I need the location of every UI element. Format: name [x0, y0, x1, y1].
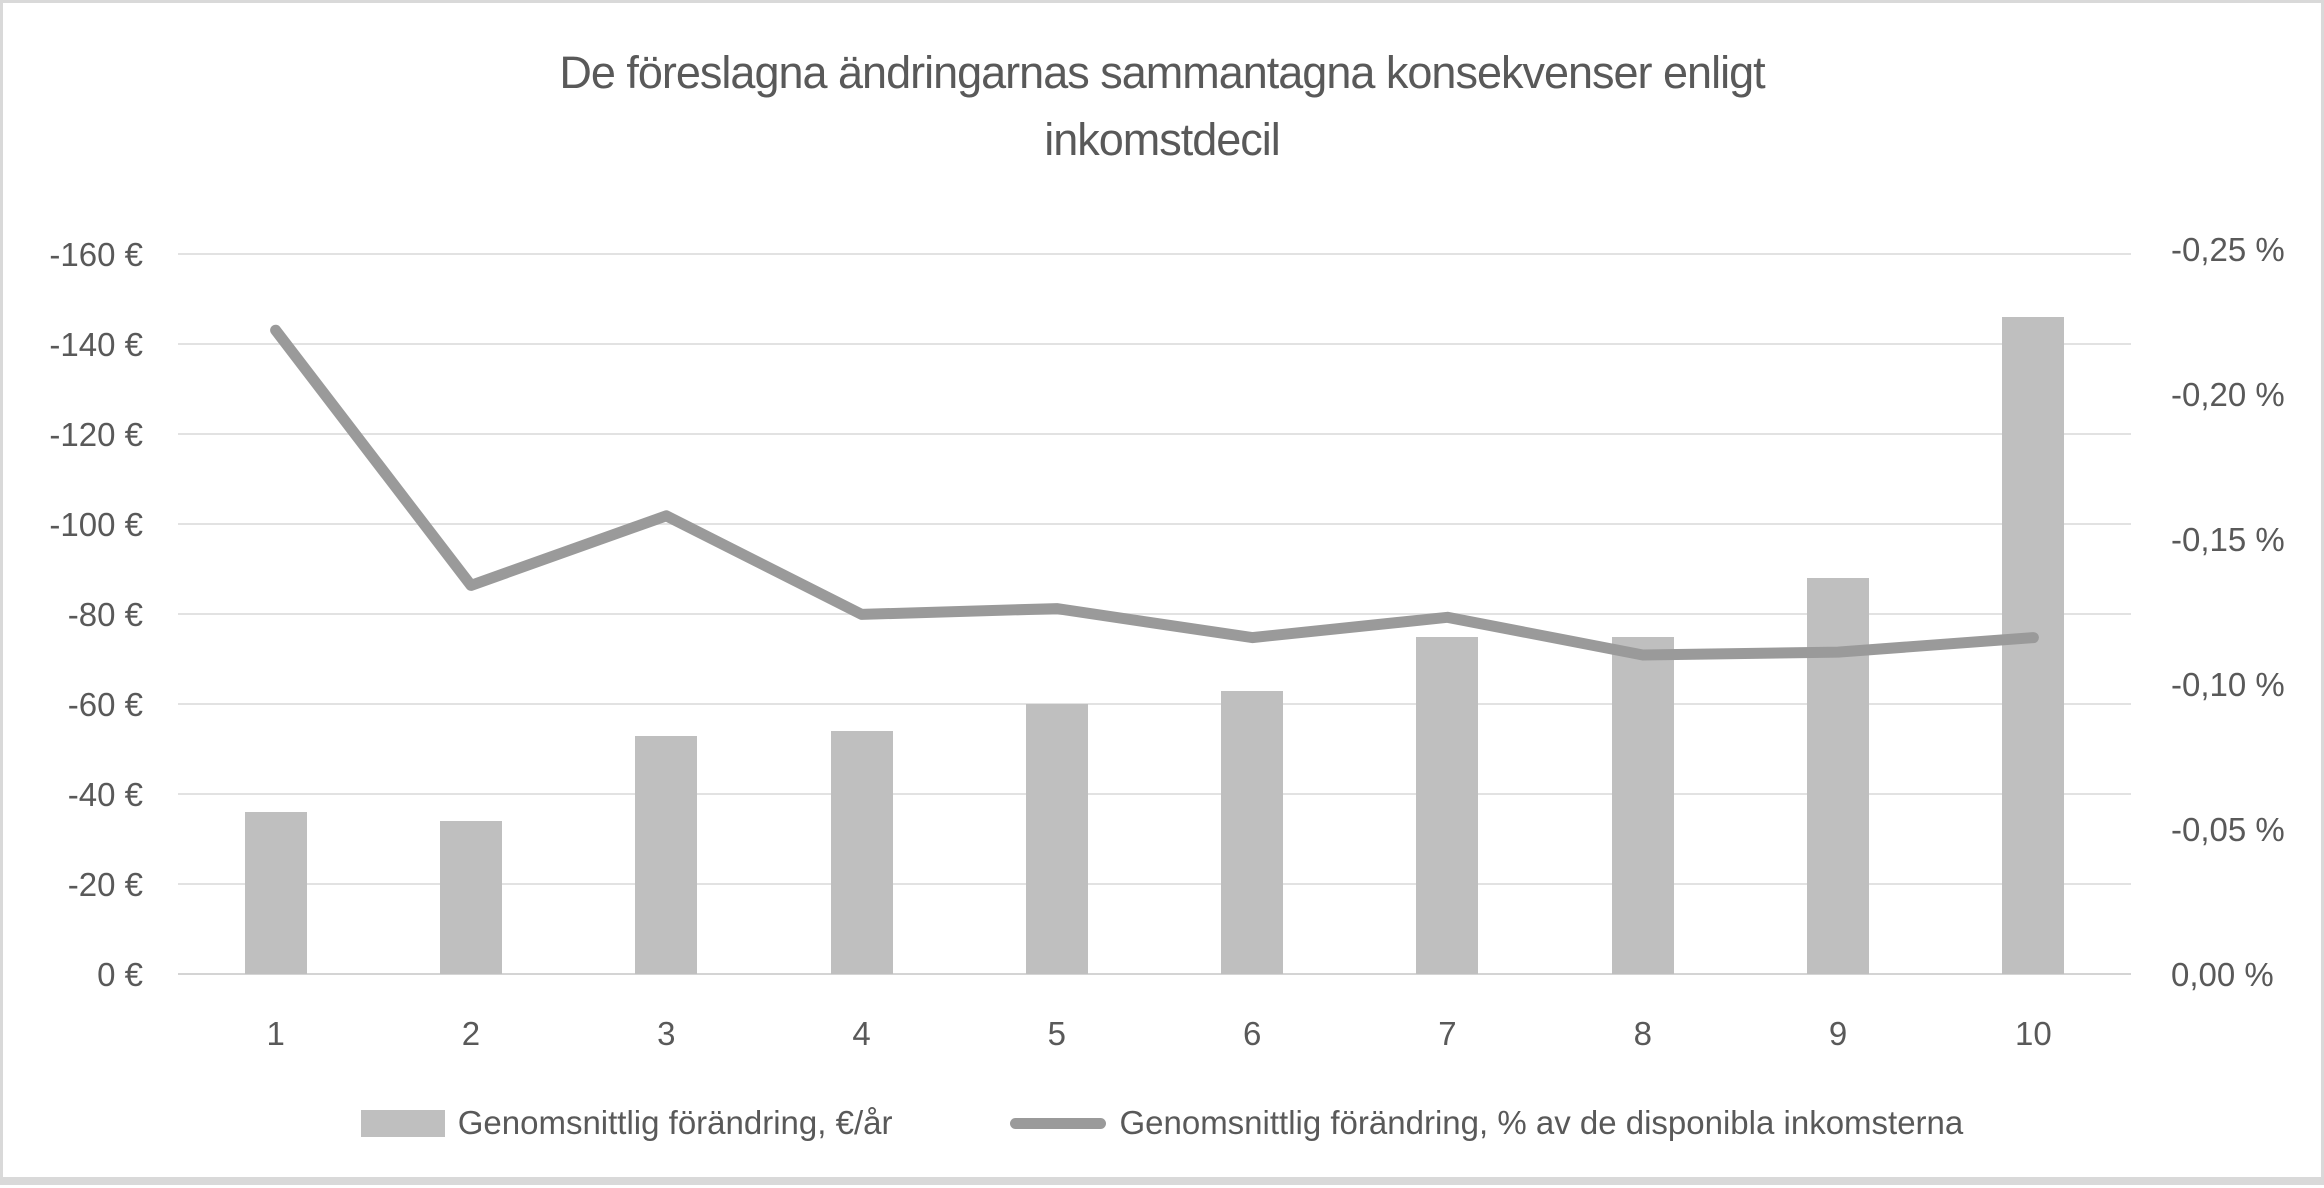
bar: [1416, 636, 1479, 974]
gridline: [178, 253, 2131, 255]
legend-label-line-series: Genomsnittlig förändring, % av de dispon…: [1119, 1104, 1964, 1141]
bar: [1025, 704, 1088, 974]
y-left-tick-label: -20 €: [67, 866, 143, 903]
x-tick-label: 8: [1633, 1015, 1652, 1052]
y-left-tick-label: -140 €: [49, 326, 143, 363]
bar: [1611, 636, 1674, 974]
y-left-tick-label: -120 €: [49, 416, 143, 453]
bar: [1807, 578, 1870, 974]
bar: [635, 735, 698, 974]
gridline: [178, 883, 2131, 885]
y-right-tick-label: -0,05 %: [2171, 811, 2285, 848]
legend-item-line-series: Genomsnittlig förändring, % av de dispon…: [1010, 1103, 1963, 1143]
gridline: [178, 973, 2131, 975]
y-left-tick-label: -100 €: [49, 506, 143, 543]
bar: [2002, 317, 2065, 974]
gridline: [178, 793, 2131, 795]
bar: [830, 731, 893, 974]
legend-item-bar-series: Genomsnittlig förändring, €/år: [360, 1103, 893, 1143]
y-left-tick-label: -60 €: [67, 686, 143, 723]
x-tick-label: 6: [1242, 1015, 1262, 1052]
x-tick-label: 5: [1047, 1015, 1067, 1052]
y-right-tick-label: -0,20 %: [2171, 376, 2285, 413]
bar: [244, 812, 307, 974]
right-axis-labels: -0,25 % -0,20 % -0,15 % -0,10 % -0,05 % 0,00 …: [3, 3, 2321, 1177]
x-tick-label: 2: [461, 1015, 481, 1052]
chart-title-line1: De föreslagna ändringarnas sammantagna k…: [559, 47, 1765, 98]
gridline: [178, 433, 2131, 435]
line-series-swatch-icon: [1010, 1117, 1107, 1129]
gridline-layer: [3, 3, 2321, 1177]
line-series-layer: [270, 324, 2039, 661]
left-axis-labels: -160 € -140 € -120 € -100 € -80 € -60 € -40 € -…: [3, 3, 2321, 1177]
gridline: [178, 703, 2131, 705]
x-tick-label: 9: [1828, 1015, 1848, 1052]
y-right-tick-label: 0,00 %: [2171, 956, 2274, 993]
x-tick-label: 1: [266, 1015, 285, 1052]
bar-series-swatch-icon: [360, 1109, 445, 1137]
legend-label-bar-series: Genomsnittlig förändring, €/år: [457, 1104, 893, 1141]
y-left-tick-label: 0 €: [97, 956, 143, 993]
bar: [439, 821, 502, 974]
gridline: [178, 343, 2131, 345]
y-right-tick-label: -0,10 %: [2171, 666, 2285, 703]
legend: Genomsnittlig förändring, €/år Genomsnit…: [3, 1097, 2321, 1149]
gridline: [178, 523, 2131, 525]
y-right-tick-label: -0,25 %: [2171, 231, 2285, 268]
x-tick-label: 3: [657, 1015, 676, 1052]
chart-title: De föreslagna ändringarnas sammantagna k…: [3, 39, 2321, 173]
x-tick-label: 10: [2014, 1015, 2052, 1052]
bar-series-layer: [3, 3, 2321, 1177]
bar: [1221, 690, 1284, 974]
x-tick-label: 7: [1438, 1015, 1457, 1052]
y-right-tick-label: -0,15 %: [2171, 521, 2285, 558]
y-left-tick-label: -80 €: [67, 596, 143, 633]
x-axis-labels: 1 2 3 4 5 6 7 8 9 10: [3, 3, 2321, 1177]
chart-title-line2: inkomstdecil: [1044, 114, 1281, 165]
gridline: [178, 613, 2131, 615]
x-tick-label: 4: [852, 1015, 871, 1052]
y-left-tick-label: -160 €: [49, 236, 143, 273]
y-left-tick-label: -40 €: [67, 776, 143, 813]
percent-line: [270, 324, 2039, 661]
